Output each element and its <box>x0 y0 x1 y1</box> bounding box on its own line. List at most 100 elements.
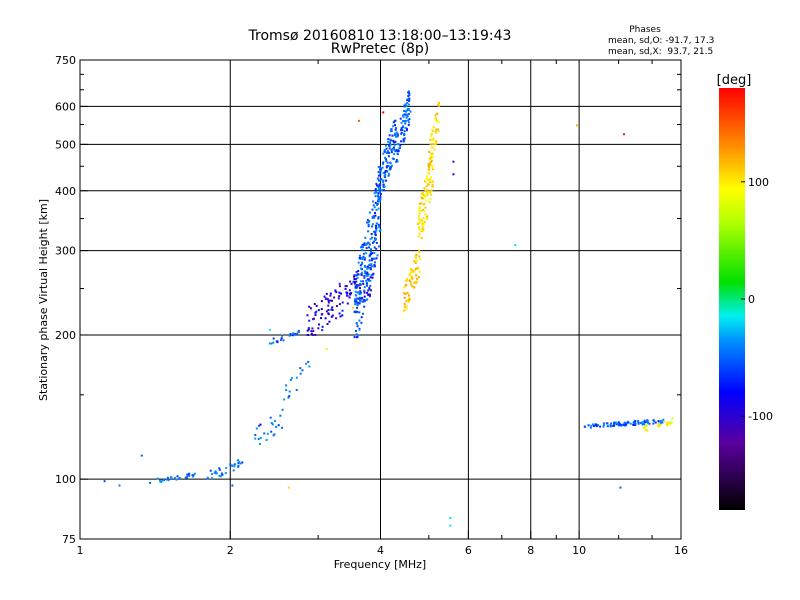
data-point <box>379 229 382 232</box>
data-point <box>418 202 421 205</box>
data-point <box>432 139 435 142</box>
data-point <box>272 337 275 340</box>
data-point <box>356 306 358 309</box>
data-point <box>418 217 421 220</box>
data-point <box>431 155 434 158</box>
data-point <box>361 271 363 274</box>
data-point <box>429 191 431 194</box>
data-point <box>327 304 330 307</box>
data-point <box>426 194 429 197</box>
data-point <box>338 282 341 285</box>
data-point <box>365 279 368 282</box>
data-point <box>345 285 348 288</box>
data-point <box>363 295 366 298</box>
data-point <box>401 114 404 117</box>
data-point <box>373 240 375 243</box>
data-point <box>320 308 323 310</box>
data-point <box>272 341 275 344</box>
data-point <box>371 215 374 218</box>
data-point <box>353 311 356 313</box>
data-point <box>405 116 408 119</box>
data-point <box>369 263 372 266</box>
data-point <box>422 216 425 219</box>
data-point <box>355 294 358 297</box>
data-point <box>188 472 191 475</box>
data-point <box>610 425 613 427</box>
data-point <box>288 334 291 337</box>
y-tick-label: 200 <box>55 329 76 342</box>
stats-x-mode: mean, sd,X: 93.7, 21.5 <box>608 47 713 57</box>
data-point <box>407 113 410 116</box>
data-point <box>437 130 440 133</box>
data-point <box>372 215 375 218</box>
data-point <box>415 273 418 276</box>
data-point <box>218 468 221 471</box>
data-point <box>308 365 311 368</box>
data-point <box>359 254 361 257</box>
data-point <box>338 312 341 315</box>
data-point <box>406 291 409 294</box>
data-point <box>326 298 329 301</box>
y-axis: 75 100 200 300 400 500 600 750 <box>55 54 681 546</box>
data-point <box>418 270 421 273</box>
data-point <box>317 309 320 312</box>
data-point <box>356 277 359 280</box>
data-point <box>360 280 363 283</box>
data-point <box>417 267 420 270</box>
data-point <box>373 230 376 233</box>
data-point <box>393 144 396 147</box>
data-point <box>386 161 389 164</box>
data-point <box>324 317 327 320</box>
data-point <box>369 268 372 271</box>
data-point <box>648 422 651 425</box>
data-point <box>354 299 357 302</box>
data-point <box>375 182 378 185</box>
data-point <box>366 298 369 301</box>
data-point <box>375 222 378 225</box>
data-point <box>431 128 434 131</box>
data-point <box>616 422 618 425</box>
data-point <box>403 139 406 142</box>
data-point <box>346 302 349 305</box>
data-point <box>406 102 409 104</box>
data-point <box>378 191 381 194</box>
data-point <box>431 143 434 146</box>
data-point <box>368 293 371 296</box>
data-point <box>431 180 434 183</box>
data-point <box>361 263 364 265</box>
data-point <box>620 423 623 426</box>
data-point <box>299 372 302 375</box>
data-point <box>191 474 194 477</box>
data-point <box>371 257 374 260</box>
y-tick-label: 500 <box>55 138 76 151</box>
data-point <box>358 328 361 331</box>
data-point <box>188 474 191 477</box>
data-point <box>602 425 605 428</box>
data-point <box>415 281 418 284</box>
data-point <box>382 189 385 192</box>
data-point <box>366 218 369 221</box>
data-point <box>308 319 311 322</box>
data-point <box>407 103 410 106</box>
data-point <box>224 472 227 475</box>
x-axis-label: Frequency [MHz] <box>334 558 426 571</box>
data-point <box>335 291 338 294</box>
data-point <box>360 274 363 277</box>
data-point <box>280 337 283 340</box>
data-point <box>431 130 434 133</box>
data-point <box>390 149 393 152</box>
data-point <box>313 317 315 320</box>
data-point <box>670 421 673 424</box>
data-point <box>375 229 378 232</box>
data-point <box>426 189 429 192</box>
data-point <box>358 300 361 303</box>
data-point <box>341 309 344 312</box>
data-point <box>643 423 646 425</box>
data-point <box>383 176 386 179</box>
colorbar-tick-label: -100 <box>748 410 773 423</box>
data-point <box>386 170 389 173</box>
data-point <box>387 138 390 141</box>
data-point <box>377 194 380 197</box>
data-point <box>255 427 258 430</box>
data-point <box>358 302 361 305</box>
